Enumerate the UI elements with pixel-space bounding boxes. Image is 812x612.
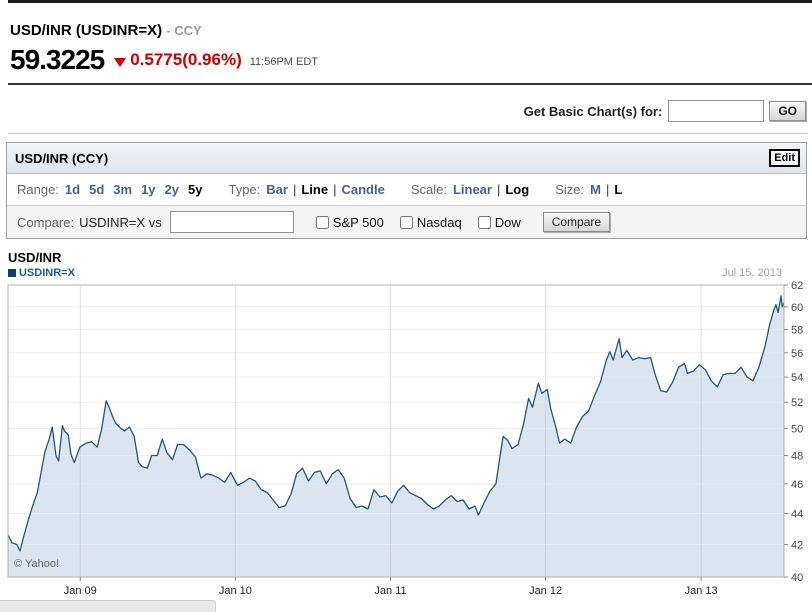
get-chart-label: Get Basic Chart(s) for: <box>523 103 663 119</box>
compare-button[interactable]: Compare <box>542 212 611 232</box>
separator: | <box>496 182 501 197</box>
compare-input[interactable] <box>169 211 294 233</box>
quote-line: 59.3225 0.5775(0.96%) 11:56PM EDT <box>10 44 318 76</box>
size-option-l: L <box>614 182 623 197</box>
range-options: 1d 5d 3m 1y 2y 5y <box>65 182 203 197</box>
checkbox-nasdaq[interactable] <box>399 215 413 229</box>
quote-title: USD/INR (USDINR=X) - CCY <box>10 22 202 39</box>
type-options: Bar | Line | Candle <box>266 182 385 197</box>
type-option-candle[interactable]: Candle <box>341 182 385 197</box>
go-button[interactable]: GO <box>769 101 806 121</box>
x-axis-label: Jan 09 <box>64 585 97 597</box>
range-option-1y[interactable]: 1y <box>141 182 156 197</box>
type-option-line: Line <box>301 182 329 197</box>
x-axis-label: Jan 12 <box>529 585 562 597</box>
type-option-bar[interactable]: Bar <box>266 182 288 197</box>
range-option-3m[interactable]: 3m <box>113 182 133 197</box>
size-option-m[interactable]: M <box>590 182 601 197</box>
down-arrow-icon <box>114 57 127 67</box>
chart-title: USD/INR <box>8 250 62 265</box>
chart-toolbar: Range: 1d 5d 3m 1y 2y 5y Type: Bar | Line | Candl… <box>7 174 806 206</box>
scale-options: Linear | Log <box>453 182 529 197</box>
module-title: USD/INR (CCY) <box>15 150 109 166</box>
price-line <box>7 295 785 552</box>
checkbox-label: S&P 500 <box>332 214 384 230</box>
checkbox-label: Dow <box>494 214 521 230</box>
compare-checkbox-item: Nasdaq <box>399 214 462 230</box>
section-divider <box>8 133 808 134</box>
status-bar-stub <box>0 600 216 612</box>
type-label: Type: <box>228 182 261 197</box>
y-axis-label: 46 <box>791 479 803 491</box>
range-option-5d[interactable]: 5d <box>89 182 105 197</box>
y-axis-label: 60 <box>791 302 803 314</box>
chart-copyright: © Yahoo! <box>14 558 60 570</box>
checkbox-dow[interactable] <box>477 215 491 229</box>
price-chart: 62 60 58 56 54 52 50 48 46 44 42 40 Jan 09 Jan 10 Jan … <box>7 280 803 597</box>
y-axis-label: 40 <box>791 572 803 584</box>
y-axis-label: 58 <box>791 324 803 336</box>
y-axis-label: 50 <box>791 423 803 435</box>
chart-module: USD/INR (CCY) Edit Range: 1d 5d 3m 1y 2y 5y T… <box>6 142 807 239</box>
y-axis-label: 44 <box>791 508 803 520</box>
compare-checkboxes: S&P 500 Nasdaq Dow <box>315 214 537 230</box>
chart-date-label: Jul 15, 2013 <box>722 267 782 279</box>
y-axis-label: 54 <box>791 372 803 384</box>
compare-checkbox-item: S&P 500 <box>315 214 384 230</box>
compare-row: Compare: USDINR=X vs S&P 500 Nasdaq Dow Co… <box>7 206 806 238</box>
chart-legend: USDINR=X <box>8 267 75 279</box>
separator: | <box>605 182 610 197</box>
checkbox-sp500[interactable] <box>315 215 329 229</box>
quote-timestamp: 11:56PM EDT <box>249 56 319 68</box>
y-axis-label: 52 <box>791 397 803 409</box>
size-options: M | L <box>590 182 622 197</box>
x-axis-label: Jan 11 <box>374 585 406 597</box>
scale-option-linear[interactable]: Linear <box>452 182 492 197</box>
y-axis-label: 48 <box>791 451 803 463</box>
legend-swatch-icon <box>8 269 16 277</box>
size-label: Size: <box>555 182 585 197</box>
get-chart-row: Get Basic Chart(s) for: GO <box>524 98 806 124</box>
compare-checkbox-item: Dow <box>477 214 521 230</box>
separator: | <box>333 182 337 197</box>
last-price: 59.3225 <box>10 44 105 75</box>
scale-option-log: Log <box>505 182 530 197</box>
checkbox-label: Nasdaq <box>416 214 462 230</box>
y-axis-label: 42 <box>791 539 803 551</box>
range-label: Range: <box>17 182 59 197</box>
y-axis-label: 56 <box>791 348 803 360</box>
symbol-input[interactable] <box>668 100 765 122</box>
area-fill <box>8 295 784 577</box>
quote-type-suffix: - CCY <box>166 23 202 38</box>
range-option-1d[interactable]: 1d <box>64 182 81 197</box>
symbol-title: USD/INR (USDINR=X) <box>10 22 163 39</box>
range-option-5y: 5y <box>188 182 203 197</box>
compare-symbol: USDINR=X vs <box>79 214 162 230</box>
quote-divider <box>8 83 812 85</box>
y-axis-label: 62 <box>791 280 803 292</box>
legend-label: USDINR=X <box>19 267 75 279</box>
range-option-2y[interactable]: 2y <box>164 182 179 197</box>
compare-label: Compare: <box>17 214 75 230</box>
x-axis-label: Jan 13 <box>685 585 718 597</box>
module-header: USD/INR (CCY) Edit <box>7 143 806 174</box>
x-axis-label: Jan 10 <box>219 585 252 597</box>
scale-label: Scale: <box>410 182 447 197</box>
price-change: 0.5775(0.96%) <box>130 50 242 69</box>
top-divider <box>8 0 812 3</box>
separator: | <box>292 182 297 197</box>
edit-button[interactable]: Edit <box>769 149 800 167</box>
